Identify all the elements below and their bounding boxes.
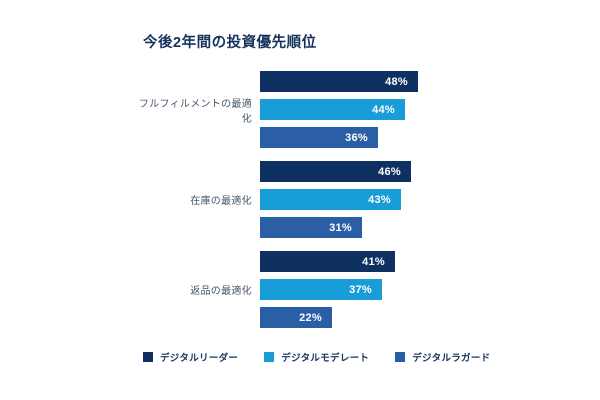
legend-label: デジタルリーダー [160,353,239,364]
bar-group: 在庫の最適化 46% 43% 31% [135,161,418,238]
bar: 43% [260,189,401,210]
bar: 31% [260,217,362,238]
bar-stack: 48% 44% 36% [260,71,418,148]
legend-swatch-icon [264,352,275,362]
category-label: 返品の最適化 [190,286,252,297]
legend-item: デジタルリーダー [143,350,238,364]
legend-label: デジタルモデレート [281,353,370,364]
chart-title: 今後2年間の投資優先順位 [143,35,317,51]
value-label: 44% [372,103,395,116]
legend-item: デジタルラガード [395,350,490,364]
value-label: 36% [345,131,368,144]
value-label: 22% [299,311,322,324]
bar: 44% [260,99,405,120]
bar: 41% [260,251,395,272]
bar: 46% [260,161,411,182]
bar-group: フルフィルメントの最適化 48% 44% 36% [135,71,418,148]
legend-swatch-icon [143,352,153,362]
bar: 36% [260,127,378,148]
bar: 22% [260,307,332,328]
value-label: 43% [368,193,391,206]
grouped-bar-chart: フルフィルメントの最適化 48% 44% 36% 在庫の最適化 46% 43% 31% 返品の最… [135,71,418,328]
bar-stack: 46% 43% 31% [260,161,411,238]
value-label: 48% [385,75,408,88]
bar-group: 返品の最適化 41% 37% 22% [135,251,418,328]
category-label: フルフィルメントの最適化 [138,98,252,125]
value-label: 31% [329,221,352,234]
category-label: 在庫の最適化 [190,196,252,207]
value-label: 41% [362,255,385,268]
legend-label: デジタルラガード [412,353,491,364]
legend-swatch-icon [395,352,406,362]
value-label: 37% [349,283,372,296]
bar-stack: 41% 37% 22% [260,251,395,328]
bar: 48% [260,71,418,92]
chart-legend: デジタルリーダー デジタルモデレート デジタルラガード [143,350,490,364]
bar: 37% [260,279,382,300]
legend-item: デジタルモデレート [264,350,369,364]
value-label: 46% [378,165,401,178]
